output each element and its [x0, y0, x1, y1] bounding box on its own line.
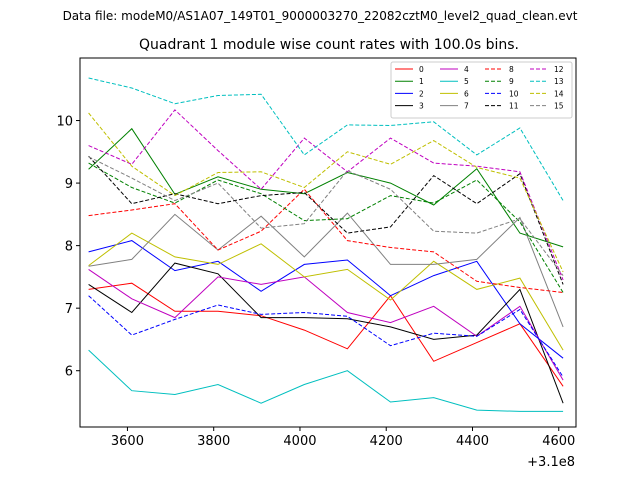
- series-line-6: [88, 232, 564, 351]
- x-tick-label: 4000: [283, 434, 316, 449]
- x-tick-label: 4400: [456, 434, 489, 449]
- legend-label-12: 12: [554, 65, 564, 74]
- y-tick-label: 7: [65, 302, 73, 317]
- x-tick-label: 4600: [542, 434, 575, 449]
- series-line-8: [88, 188, 564, 293]
- legend-label-15: 15: [554, 102, 564, 111]
- y-tick-label: 8: [65, 240, 73, 255]
- legend-label-9: 9: [509, 77, 514, 86]
- legend-label-1: 1: [419, 77, 424, 86]
- x-tick-label: 3600: [111, 434, 144, 449]
- series-line-15: [88, 156, 564, 276]
- series-line-13: [88, 77, 564, 201]
- y-tick-label: 10: [56, 115, 73, 130]
- series-line-5: [88, 349, 564, 412]
- legend-label-8: 8: [509, 65, 514, 74]
- legend-label-13: 13: [554, 77, 564, 86]
- legend-box: [390, 61, 573, 119]
- legend-label-11: 11: [509, 102, 519, 111]
- series-line-10: [88, 295, 564, 378]
- y-tick-label: 6: [65, 365, 73, 380]
- series-line-9: [88, 162, 564, 293]
- legend-label-5: 5: [464, 77, 469, 86]
- legend-label-10: 10: [509, 89, 519, 98]
- series-line-0: [88, 282, 564, 387]
- series-line-7: [88, 212, 564, 328]
- axes-frame: [79, 57, 577, 428]
- x-tick-label: 4200: [370, 434, 403, 449]
- legend-label-4: 4: [464, 65, 469, 74]
- chart-title: Quadrant 1 module wise count rates with …: [139, 37, 519, 53]
- series-line-2: [88, 240, 564, 359]
- series-line-3: [88, 262, 564, 404]
- legend-label-2: 2: [419, 89, 424, 98]
- legend-label-14: 14: [554, 89, 564, 98]
- legend-label-6: 6: [464, 89, 469, 98]
- series-line-1: [88, 127, 564, 248]
- series-line-11: [88, 155, 564, 285]
- legend-label-7: 7: [464, 102, 469, 111]
- legend-label-0: 0: [419, 65, 424, 74]
- y-tick-label: 9: [65, 177, 73, 192]
- x-axis-offset-label: +3.1e8: [527, 455, 575, 470]
- legend-label-3: 3: [419, 102, 424, 111]
- chart-suptitle: Data file: modeM0/AS1A07_149T01_90000032…: [63, 9, 578, 23]
- x-tick-label: 3800: [197, 434, 230, 449]
- series-line-12: [88, 109, 564, 281]
- plot-area: 3600 3800 4000 4200 4400 46006789100123456789…: [56, 57, 577, 449]
